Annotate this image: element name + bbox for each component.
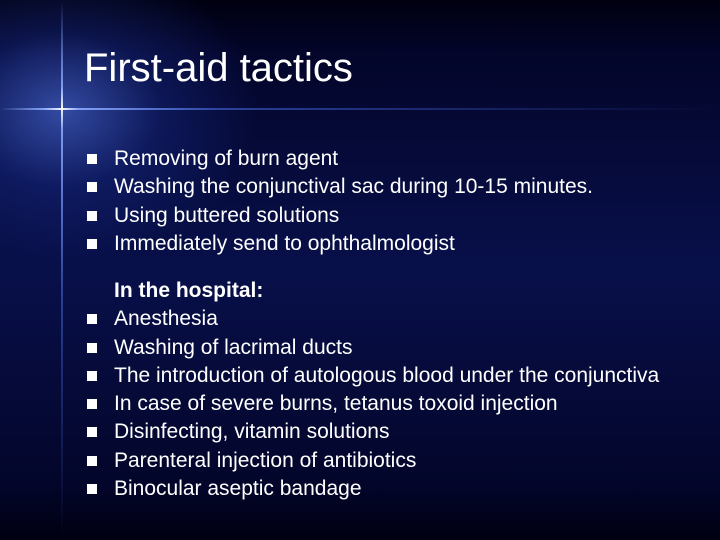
- list-item: The introduction of autologous blood und…: [84, 363, 684, 389]
- list-item: Removing of burn agent: [84, 146, 684, 172]
- slide-title: First-aid tactics: [84, 46, 353, 91]
- list-item: Using buttered solutions: [84, 203, 684, 229]
- list-item: Parenteral injection of antibiotics: [84, 448, 684, 474]
- slide: First-aid tactics Removing of burn agent…: [0, 0, 720, 540]
- bullet-list-2: Anesthesia Washing of lacrimal ducts The…: [84, 306, 684, 502]
- list-item: Washing the conjunctival sac during 10-1…: [84, 174, 684, 200]
- list-item: In case of severe burns, tetanus toxoid …: [84, 391, 684, 417]
- subheading: In the hospital:: [84, 277, 684, 304]
- list-item: Disinfecting, vitamin solutions: [84, 419, 684, 445]
- list-item: Immediately send to ophthalmologist: [84, 231, 684, 257]
- slide-body: Removing of burn agent Washing the conju…: [84, 146, 684, 504]
- list-item: Anesthesia: [84, 306, 684, 332]
- list-item: Washing of lacrimal ducts: [84, 335, 684, 361]
- bullet-list-1: Removing of burn agent Washing the conju…: [84, 146, 684, 257]
- list-item: Binocular aseptic bandage: [84, 476, 684, 502]
